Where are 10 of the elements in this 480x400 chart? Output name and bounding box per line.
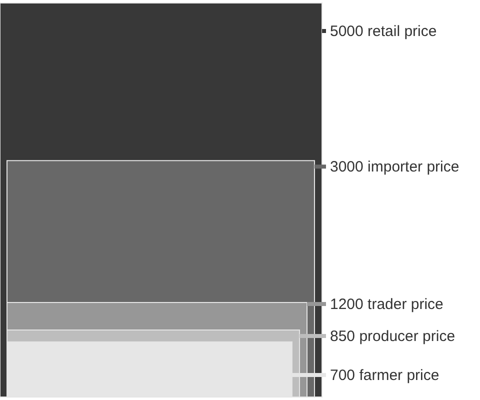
- data-label: 3000: [330, 158, 364, 176]
- text: trader price: [368, 296, 444, 314]
- data-label: 1200: [330, 296, 364, 314]
- text: importer price: [368, 158, 460, 176]
- data-label: 5000: [330, 23, 364, 40]
- text: farmer price: [359, 367, 440, 384]
- text: retail price: [368, 23, 437, 40]
- data-label: 700: [330, 367, 356, 384]
- data-label: 850: [330, 328, 356, 346]
- text: producer price: [359, 328, 456, 346]
